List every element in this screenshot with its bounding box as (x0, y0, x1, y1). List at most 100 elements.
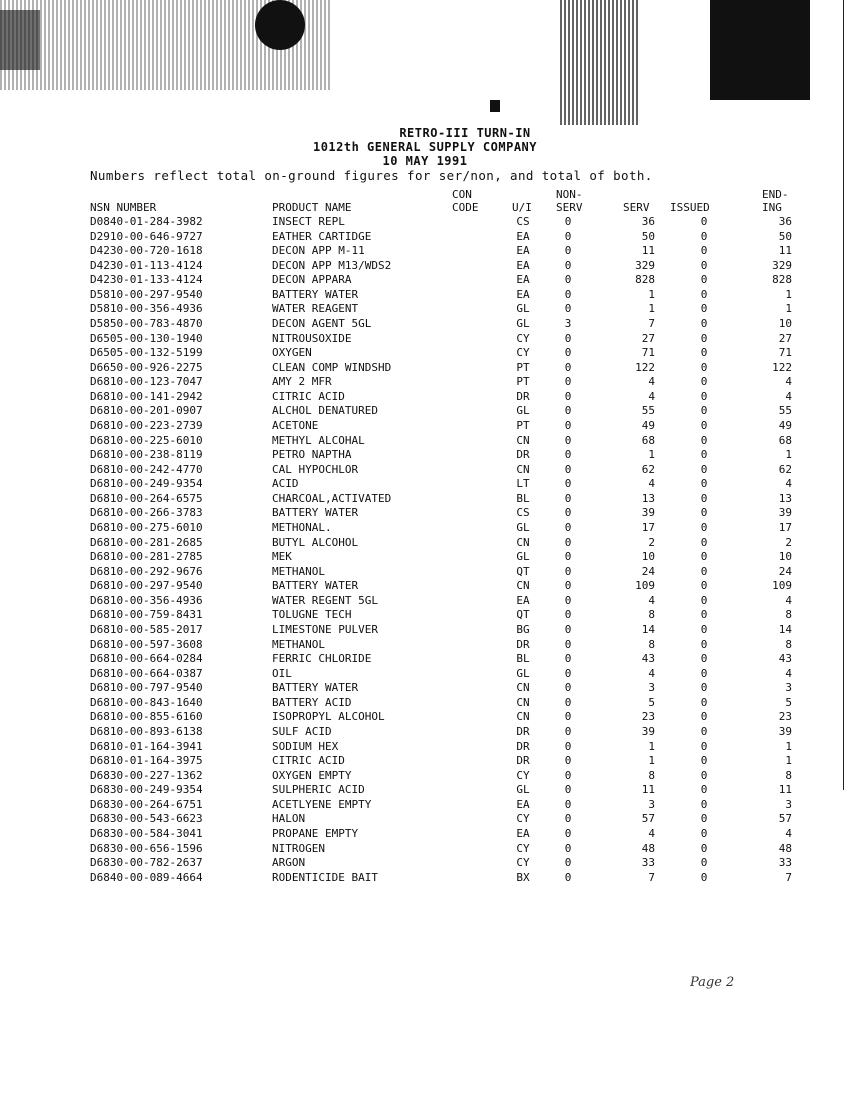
cell-ending: 14 (778, 622, 792, 636)
cell-product-name: INSECT REPL (272, 215, 345, 228)
cell-unit-of-issue: EA (516, 797, 530, 811)
cell-product-name: ACID (272, 477, 299, 491)
table-row: D6810-00-597-3608 METHANOL DR 0 8 0 8 (0, 638, 850, 652)
cell-product-name: WATER REAGENT (272, 302, 359, 316)
cell-serv: 4 (648, 389, 655, 403)
cell-nsn: D6810-00-759-8431 (90, 608, 203, 622)
cell-nsn: D5810-00-297-9540 (90, 287, 203, 301)
cell-product-name: BATTERY ACID (272, 695, 352, 709)
cell-nsn: D6810-00-855-6160 (90, 710, 203, 724)
cell-product-name: OXYGEN EMPTY (272, 768, 352, 782)
cell-non-serv: 0 (564, 244, 572, 258)
cell-unit-of-issue: CS (516, 215, 530, 228)
table-row: D5850-00-783-4870 DECON AGENT 5GL GL 3 7 0 10 (0, 317, 850, 331)
table-row: D4230-01-133-4124 DECON APPARA EA 0 828 0 828 (0, 273, 850, 287)
cell-non-serv: 0 (564, 477, 572, 491)
table-row: D6830-00-543-6623 HALON CY 0 57 0 57 (0, 812, 850, 826)
cell-serv: 10 (641, 550, 655, 564)
cell-non-serv: 0 (564, 622, 572, 636)
cell-non-serv: 0 (564, 273, 572, 287)
cell-non-serv: 0 (564, 637, 572, 651)
table-row: D6830-00-264-6751 ACETLYENE EMPTY EA 0 3 0 3 (0, 798, 850, 812)
table-row: D0840-01-284-3982 INSECT REPL CS 0 36 0 36 (0, 215, 850, 229)
cell-product-name: ALCHOL DENATURED (272, 404, 378, 418)
cell-serv: 3 (648, 681, 655, 695)
cell-issued: 0 (700, 666, 708, 680)
cell-issued: 0 (700, 258, 708, 272)
cell-unit-of-issue: DR (516, 739, 530, 753)
table-row: D6830-00-584-3041 PROPANE EMPTY EA 0 4 0 4 (0, 827, 850, 841)
table-row: D6810-00-249-9354 ACID LT 0 4 0 4 (0, 477, 850, 491)
cell-serv: 13 (641, 491, 655, 505)
cell-product-name: DECON APP M-11 (272, 244, 365, 258)
cell-issued: 0 (700, 404, 708, 418)
cell-product-name: CAL HYPOCHLOR (272, 462, 359, 476)
cell-nsn: D6810-00-292-9676 (90, 564, 203, 578)
cell-product-name: OIL (272, 666, 292, 680)
cell-serv: 17 (641, 520, 655, 534)
cell-unit-of-issue: CN (516, 695, 530, 709)
cell-product-name: SULPHERIC ACID (272, 783, 365, 797)
cell-ending: 1 (785, 448, 792, 462)
cell-unit-of-issue: EA (516, 244, 530, 258)
cell-nsn: D6810-00-597-3608 (90, 637, 203, 651)
cell-unit-of-issue: PT (516, 360, 530, 374)
table-row: D5810-00-297-9540 BATTERY WATER EA 0 1 0 1 (0, 288, 850, 302)
cell-issued: 0 (700, 389, 708, 403)
cell-ending: 4 (785, 666, 792, 680)
cell-nsn: D6810-00-242-4770 (90, 462, 203, 476)
cell-ending: 68 (778, 433, 792, 447)
cell-unit-of-issue: BG (516, 622, 530, 636)
cell-ending: 1 (785, 302, 792, 316)
cell-unit-of-issue: EA (516, 273, 530, 287)
cell-ending: 23 (778, 710, 792, 724)
cell-unit-of-issue: GL (516, 316, 530, 330)
cell-nsn: D4230-01-113-4124 (90, 258, 203, 272)
cell-non-serv: 0 (564, 375, 572, 389)
cell-serv: 50 (641, 229, 655, 243)
cell-nsn: D6810-00-223-2739 (90, 418, 203, 432)
cell-issued: 0 (700, 331, 708, 345)
cell-serv: 1 (648, 302, 655, 316)
cell-unit-of-issue: BX (516, 870, 530, 884)
cell-serv: 57 (641, 812, 655, 826)
table-row: D6650-00-926-2275 CLEAN COMP WINDSHD PT 0 12… (0, 361, 850, 375)
cell-issued: 0 (700, 652, 708, 666)
cell-nsn: D5850-00-783-4870 (90, 316, 203, 330)
cell-non-serv: 0 (564, 754, 572, 768)
cell-nsn: D6810-00-123-7047 (90, 375, 203, 389)
cell-nsn: D6810-00-297-9540 (90, 579, 203, 593)
cell-nsn: D6830-00-249-9354 (90, 783, 203, 797)
col-ending-1: END- (762, 188, 789, 201)
cell-non-serv: 0 (564, 826, 572, 840)
table-row: D6830-00-227-1362 OXYGEN EMPTY CY 0 8 0 8 (0, 769, 850, 783)
cell-ending: 4 (785, 375, 792, 389)
cell-serv: 1 (648, 754, 655, 768)
cell-nsn: D6650-00-926-2275 (90, 360, 203, 374)
cell-unit-of-issue: CN (516, 462, 530, 476)
cell-nsn: D6505-00-130-1940 (90, 331, 203, 345)
cell-product-name: CITRIC ACID (272, 754, 345, 768)
cell-unit-of-issue: EA (516, 287, 530, 301)
cell-non-serv: 0 (564, 287, 572, 301)
table-row: D6810-00-242-4770 CAL HYPOCHLOR CN 0 62 0 62 (0, 463, 850, 477)
cell-serv: 23 (641, 710, 655, 724)
col-non-serv-1: NON- (556, 188, 583, 201)
cell-non-serv: 0 (564, 346, 572, 360)
cell-product-name: RODENTICIDE BAIT (272, 870, 378, 884)
cell-unit-of-issue: DR (516, 389, 530, 403)
cell-nsn: D6810-00-238-8119 (90, 448, 203, 462)
cell-issued: 0 (700, 695, 708, 709)
table-row: D6810-01-164-3941 SODIUM HEX DR 0 1 0 1 (0, 740, 850, 754)
cell-serv: 11 (641, 244, 655, 258)
table-row: D6830-00-782-2637 ARGON CY 0 33 0 33 (0, 856, 850, 870)
cell-unit-of-issue: EA (516, 826, 530, 840)
cell-nsn: D6810-00-266-3783 (90, 506, 203, 520)
cell-ending: 48 (778, 841, 792, 855)
cell-serv: 5 (648, 695, 655, 709)
cell-ending: 62 (778, 462, 792, 476)
cell-non-serv: 0 (564, 652, 572, 666)
col-con-code-1: CON (452, 188, 472, 201)
cell-non-serv: 0 (564, 448, 572, 462)
cell-non-serv: 0 (564, 258, 572, 272)
